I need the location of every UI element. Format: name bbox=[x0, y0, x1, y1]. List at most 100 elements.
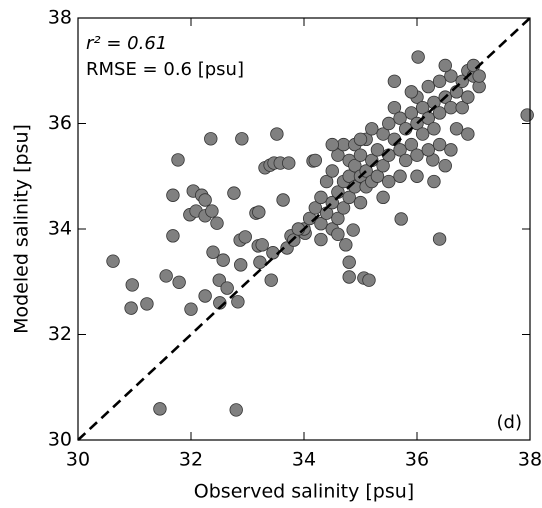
point bbox=[319, 174, 334, 189]
point bbox=[387, 74, 402, 89]
point bbox=[106, 254, 120, 268]
point bbox=[314, 232, 328, 247]
point bbox=[410, 148, 424, 162]
point bbox=[455, 100, 469, 115]
point bbox=[520, 108, 534, 122]
point bbox=[376, 158, 390, 173]
point bbox=[339, 238, 353, 252]
panel-label: (d) bbox=[497, 412, 522, 433]
point bbox=[461, 127, 475, 141]
y-tick-label: 34 bbox=[48, 218, 72, 240]
y-tick-label: 36 bbox=[48, 112, 72, 134]
point bbox=[382, 174, 396, 189]
point bbox=[184, 302, 198, 316]
point bbox=[432, 232, 447, 246]
point bbox=[404, 137, 419, 152]
point bbox=[342, 270, 356, 284]
point bbox=[159, 269, 173, 283]
point bbox=[393, 143, 407, 157]
marks bbox=[106, 50, 534, 417]
point bbox=[229, 403, 243, 417]
point bbox=[166, 229, 180, 243]
point bbox=[444, 143, 458, 157]
point bbox=[252, 205, 266, 219]
point bbox=[353, 195, 368, 210]
point bbox=[231, 295, 245, 309]
point bbox=[206, 245, 220, 259]
point bbox=[393, 111, 407, 125]
point bbox=[449, 122, 464, 136]
point bbox=[314, 217, 328, 231]
point bbox=[172, 275, 186, 289]
y-tick-label: 38 bbox=[48, 7, 72, 29]
point bbox=[205, 204, 219, 218]
annotation: RMSE = 0.6 [psu] bbox=[86, 59, 244, 80]
point bbox=[198, 193, 212, 207]
point bbox=[472, 69, 486, 83]
identity-line bbox=[77, 17, 531, 441]
point bbox=[153, 402, 167, 416]
point bbox=[125, 278, 139, 292]
point bbox=[308, 153, 323, 168]
point bbox=[210, 216, 224, 230]
x-tick-label: 36 bbox=[405, 449, 429, 471]
point bbox=[336, 201, 351, 215]
point bbox=[404, 106, 419, 120]
point bbox=[382, 116, 396, 131]
x-axis-label: Observed salinity [psu] bbox=[194, 481, 414, 503]
point bbox=[427, 122, 441, 136]
point bbox=[212, 273, 226, 287]
point bbox=[432, 137, 447, 152]
point bbox=[415, 100, 430, 115]
point bbox=[331, 148, 345, 162]
point bbox=[308, 201, 323, 215]
point bbox=[238, 230, 252, 244]
point bbox=[331, 227, 345, 241]
point bbox=[276, 193, 290, 207]
point bbox=[365, 122, 379, 136]
point bbox=[393, 169, 407, 183]
y-tick-label: 32 bbox=[48, 323, 72, 345]
point bbox=[432, 106, 447, 120]
y-axis-label: Modeled salinity [psu] bbox=[11, 124, 33, 334]
point bbox=[370, 143, 385, 157]
point bbox=[204, 132, 218, 146]
point bbox=[235, 132, 249, 146]
point bbox=[399, 153, 413, 168]
y-tick-label: 30 bbox=[48, 429, 72, 451]
point bbox=[220, 281, 234, 295]
point bbox=[410, 169, 424, 183]
point bbox=[438, 158, 452, 173]
point bbox=[171, 153, 185, 167]
point bbox=[331, 211, 345, 226]
point bbox=[421, 79, 436, 94]
point bbox=[342, 190, 356, 205]
point bbox=[444, 100, 458, 115]
point bbox=[387, 100, 402, 115]
point bbox=[438, 58, 452, 73]
x-tick-label: 34 bbox=[292, 449, 316, 471]
point bbox=[124, 301, 138, 315]
point bbox=[227, 186, 241, 200]
point bbox=[325, 137, 339, 152]
point bbox=[376, 190, 390, 205]
point bbox=[325, 164, 339, 178]
point bbox=[427, 174, 441, 189]
point bbox=[353, 132, 368, 147]
point bbox=[444, 69, 458, 83]
point bbox=[166, 188, 180, 202]
point bbox=[415, 127, 430, 141]
point bbox=[348, 158, 362, 173]
point bbox=[140, 297, 154, 311]
point bbox=[270, 127, 284, 141]
point bbox=[404, 85, 419, 99]
point bbox=[255, 238, 269, 252]
point bbox=[282, 156, 296, 170]
point bbox=[394, 212, 408, 226]
point bbox=[198, 289, 212, 303]
point bbox=[432, 74, 447, 89]
point bbox=[362, 273, 376, 287]
point bbox=[234, 258, 248, 272]
point bbox=[253, 255, 267, 269]
